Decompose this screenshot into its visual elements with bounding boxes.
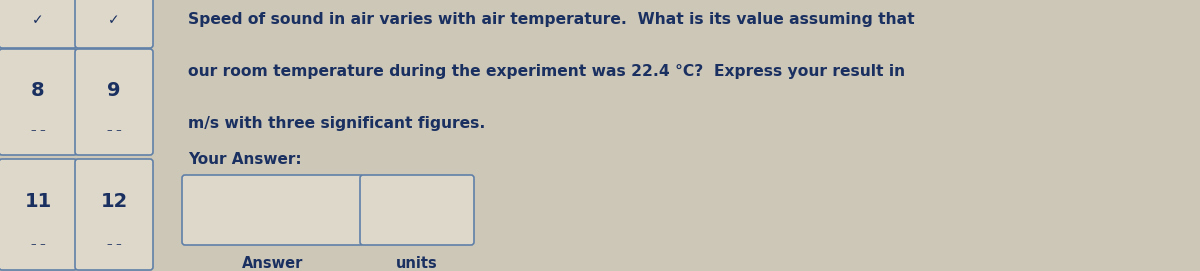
FancyBboxPatch shape (182, 175, 364, 245)
FancyBboxPatch shape (74, 49, 154, 155)
FancyBboxPatch shape (0, 159, 77, 270)
Text: Answer: Answer (242, 256, 304, 271)
Text: Speed of sound in air varies with air temperature.  What is its value assuming t: Speed of sound in air varies with air te… (188, 12, 914, 27)
Text: Your Answer:: Your Answer: (188, 152, 301, 167)
Text: 8: 8 (31, 80, 44, 99)
Text: – –: – – (31, 239, 46, 249)
Text: – –: – – (31, 125, 46, 135)
FancyBboxPatch shape (360, 175, 474, 245)
Text: ✓: ✓ (108, 13, 120, 27)
Text: our room temperature during the experiment was 22.4 °C?  Express your result in: our room temperature during the experime… (188, 64, 905, 79)
Text: ✓: ✓ (32, 13, 44, 27)
Text: 12: 12 (101, 192, 127, 211)
FancyBboxPatch shape (74, 159, 154, 270)
FancyBboxPatch shape (74, 0, 154, 48)
FancyBboxPatch shape (0, 0, 77, 48)
Text: units: units (396, 256, 438, 271)
Text: – –: – – (107, 125, 121, 135)
Text: – –: – – (107, 239, 121, 249)
Text: m/s with three significant figures.: m/s with three significant figures. (188, 116, 485, 131)
Text: 11: 11 (24, 192, 52, 211)
FancyBboxPatch shape (0, 49, 77, 155)
Text: 9: 9 (107, 80, 121, 99)
